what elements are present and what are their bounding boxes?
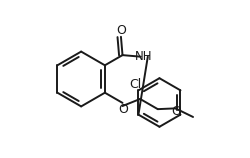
- Text: O: O: [116, 24, 126, 37]
- Text: O: O: [171, 105, 181, 118]
- Text: NH: NH: [135, 50, 153, 63]
- Text: Cl: Cl: [129, 78, 141, 91]
- Text: O: O: [118, 103, 128, 116]
